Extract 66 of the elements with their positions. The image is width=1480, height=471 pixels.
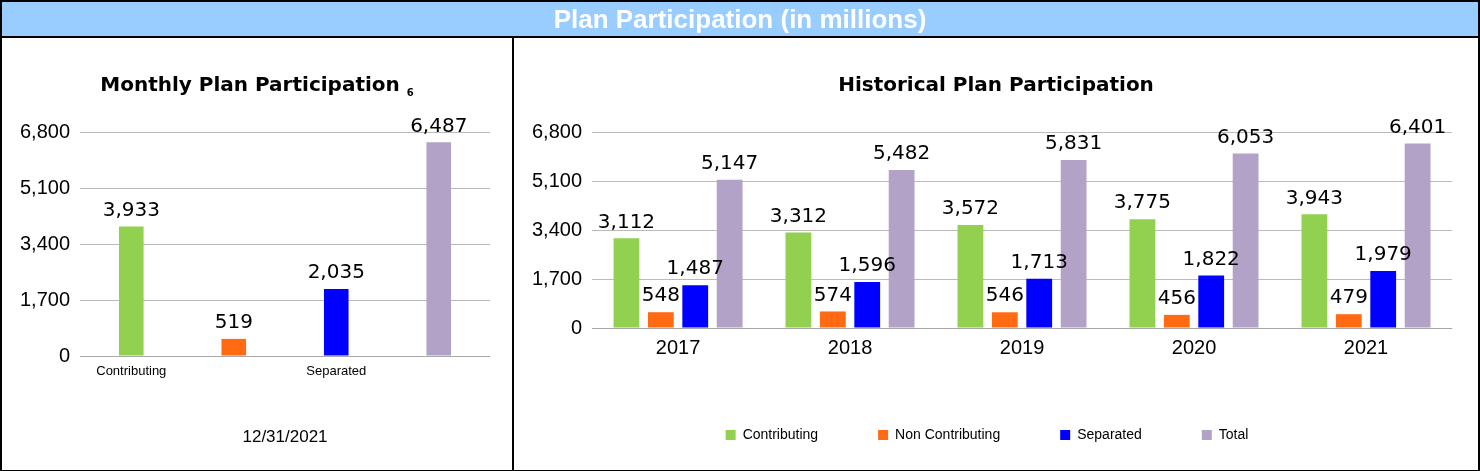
legend-label: Contributing [742, 425, 819, 442]
bar [682, 285, 709, 328]
legend-label: Separated [1077, 425, 1142, 442]
bar [647, 312, 674, 328]
data-label: 5,482 [873, 140, 931, 165]
x-tick-label: 2020 [1171, 335, 1217, 358]
y-tick-label: 1,700 [19, 287, 71, 310]
bar [1129, 219, 1156, 328]
data-label: 1,487 [666, 255, 724, 280]
data-label: 3,933 [102, 196, 160, 221]
bar [1370, 270, 1397, 328]
y-tick-label: 1,700 [531, 266, 583, 289]
data-label: 1,596 [838, 252, 896, 277]
bar [1163, 314, 1190, 328]
data-label: 456 [1157, 285, 1196, 310]
data-label: 5,147 [701, 149, 759, 174]
y-tick-label: 5,100 [531, 168, 583, 191]
bar [991, 312, 1018, 328]
x-tick-label: 2018 [827, 335, 873, 358]
data-label: 3,943 [1285, 184, 1344, 209]
data-label: 546 [985, 282, 1024, 307]
bar [1198, 275, 1225, 328]
bar [1026, 278, 1053, 328]
y-tick-label: 6,800 [19, 119, 71, 142]
bar [1335, 314, 1362, 328]
x-tick-label: 2017 [655, 335, 701, 358]
y-tick-label: 3,400 [19, 231, 71, 254]
y-tick-label: 5,100 [19, 175, 71, 198]
bar [613, 238, 640, 328]
x-tick-label: 2019 [999, 335, 1045, 358]
bar [118, 226, 144, 356]
data-label: 574 [813, 281, 852, 306]
data-label: 3,572 [941, 195, 1000, 220]
data-label: 6,487 [410, 112, 468, 137]
data-label: 3,775 [1113, 189, 1172, 214]
x-tick-label: 2021 [1343, 335, 1389, 358]
data-label: 2,035 [307, 259, 365, 284]
y-tick-label: 3,400 [531, 217, 583, 240]
data-label: 548 [641, 282, 680, 307]
chart-title: Historical Plan Participation [837, 72, 1155, 98]
data-label: 1,713 [1010, 248, 1068, 273]
legend-label: Total [1218, 425, 1249, 442]
chart-title: Monthly Plan Participation $_{6}$ [99, 72, 415, 100]
y-tick-label: 0 [58, 343, 71, 366]
y-tick-label: 0 [570, 315, 583, 338]
data-label: 1,979 [1354, 241, 1412, 266]
data-label: 1,822 [1182, 245, 1240, 270]
data-label: 6,053 [1216, 123, 1275, 148]
text: Plan Participation (in millions) [2, 2, 1478, 38]
bar [957, 225, 984, 328]
bar [323, 288, 349, 356]
legend-label: Non Contributing [895, 425, 1001, 442]
data-label: 5,831 [1044, 130, 1103, 155]
y-tick-label: 6,800 [531, 119, 583, 142]
data-label: 479 [1329, 284, 1368, 309]
bar [221, 338, 247, 356]
data-label: 519 [214, 309, 253, 334]
bar [819, 311, 846, 328]
data-label: 3,112 [597, 208, 656, 233]
bar [785, 232, 812, 328]
data-label: 6,401 [1388, 113, 1447, 138]
bar [854, 282, 881, 328]
x-axis-title: 12/31/2021 [242, 427, 328, 447]
bar [426, 142, 452, 356]
bar [1301, 214, 1328, 328]
data-label: 3,312 [769, 202, 828, 227]
